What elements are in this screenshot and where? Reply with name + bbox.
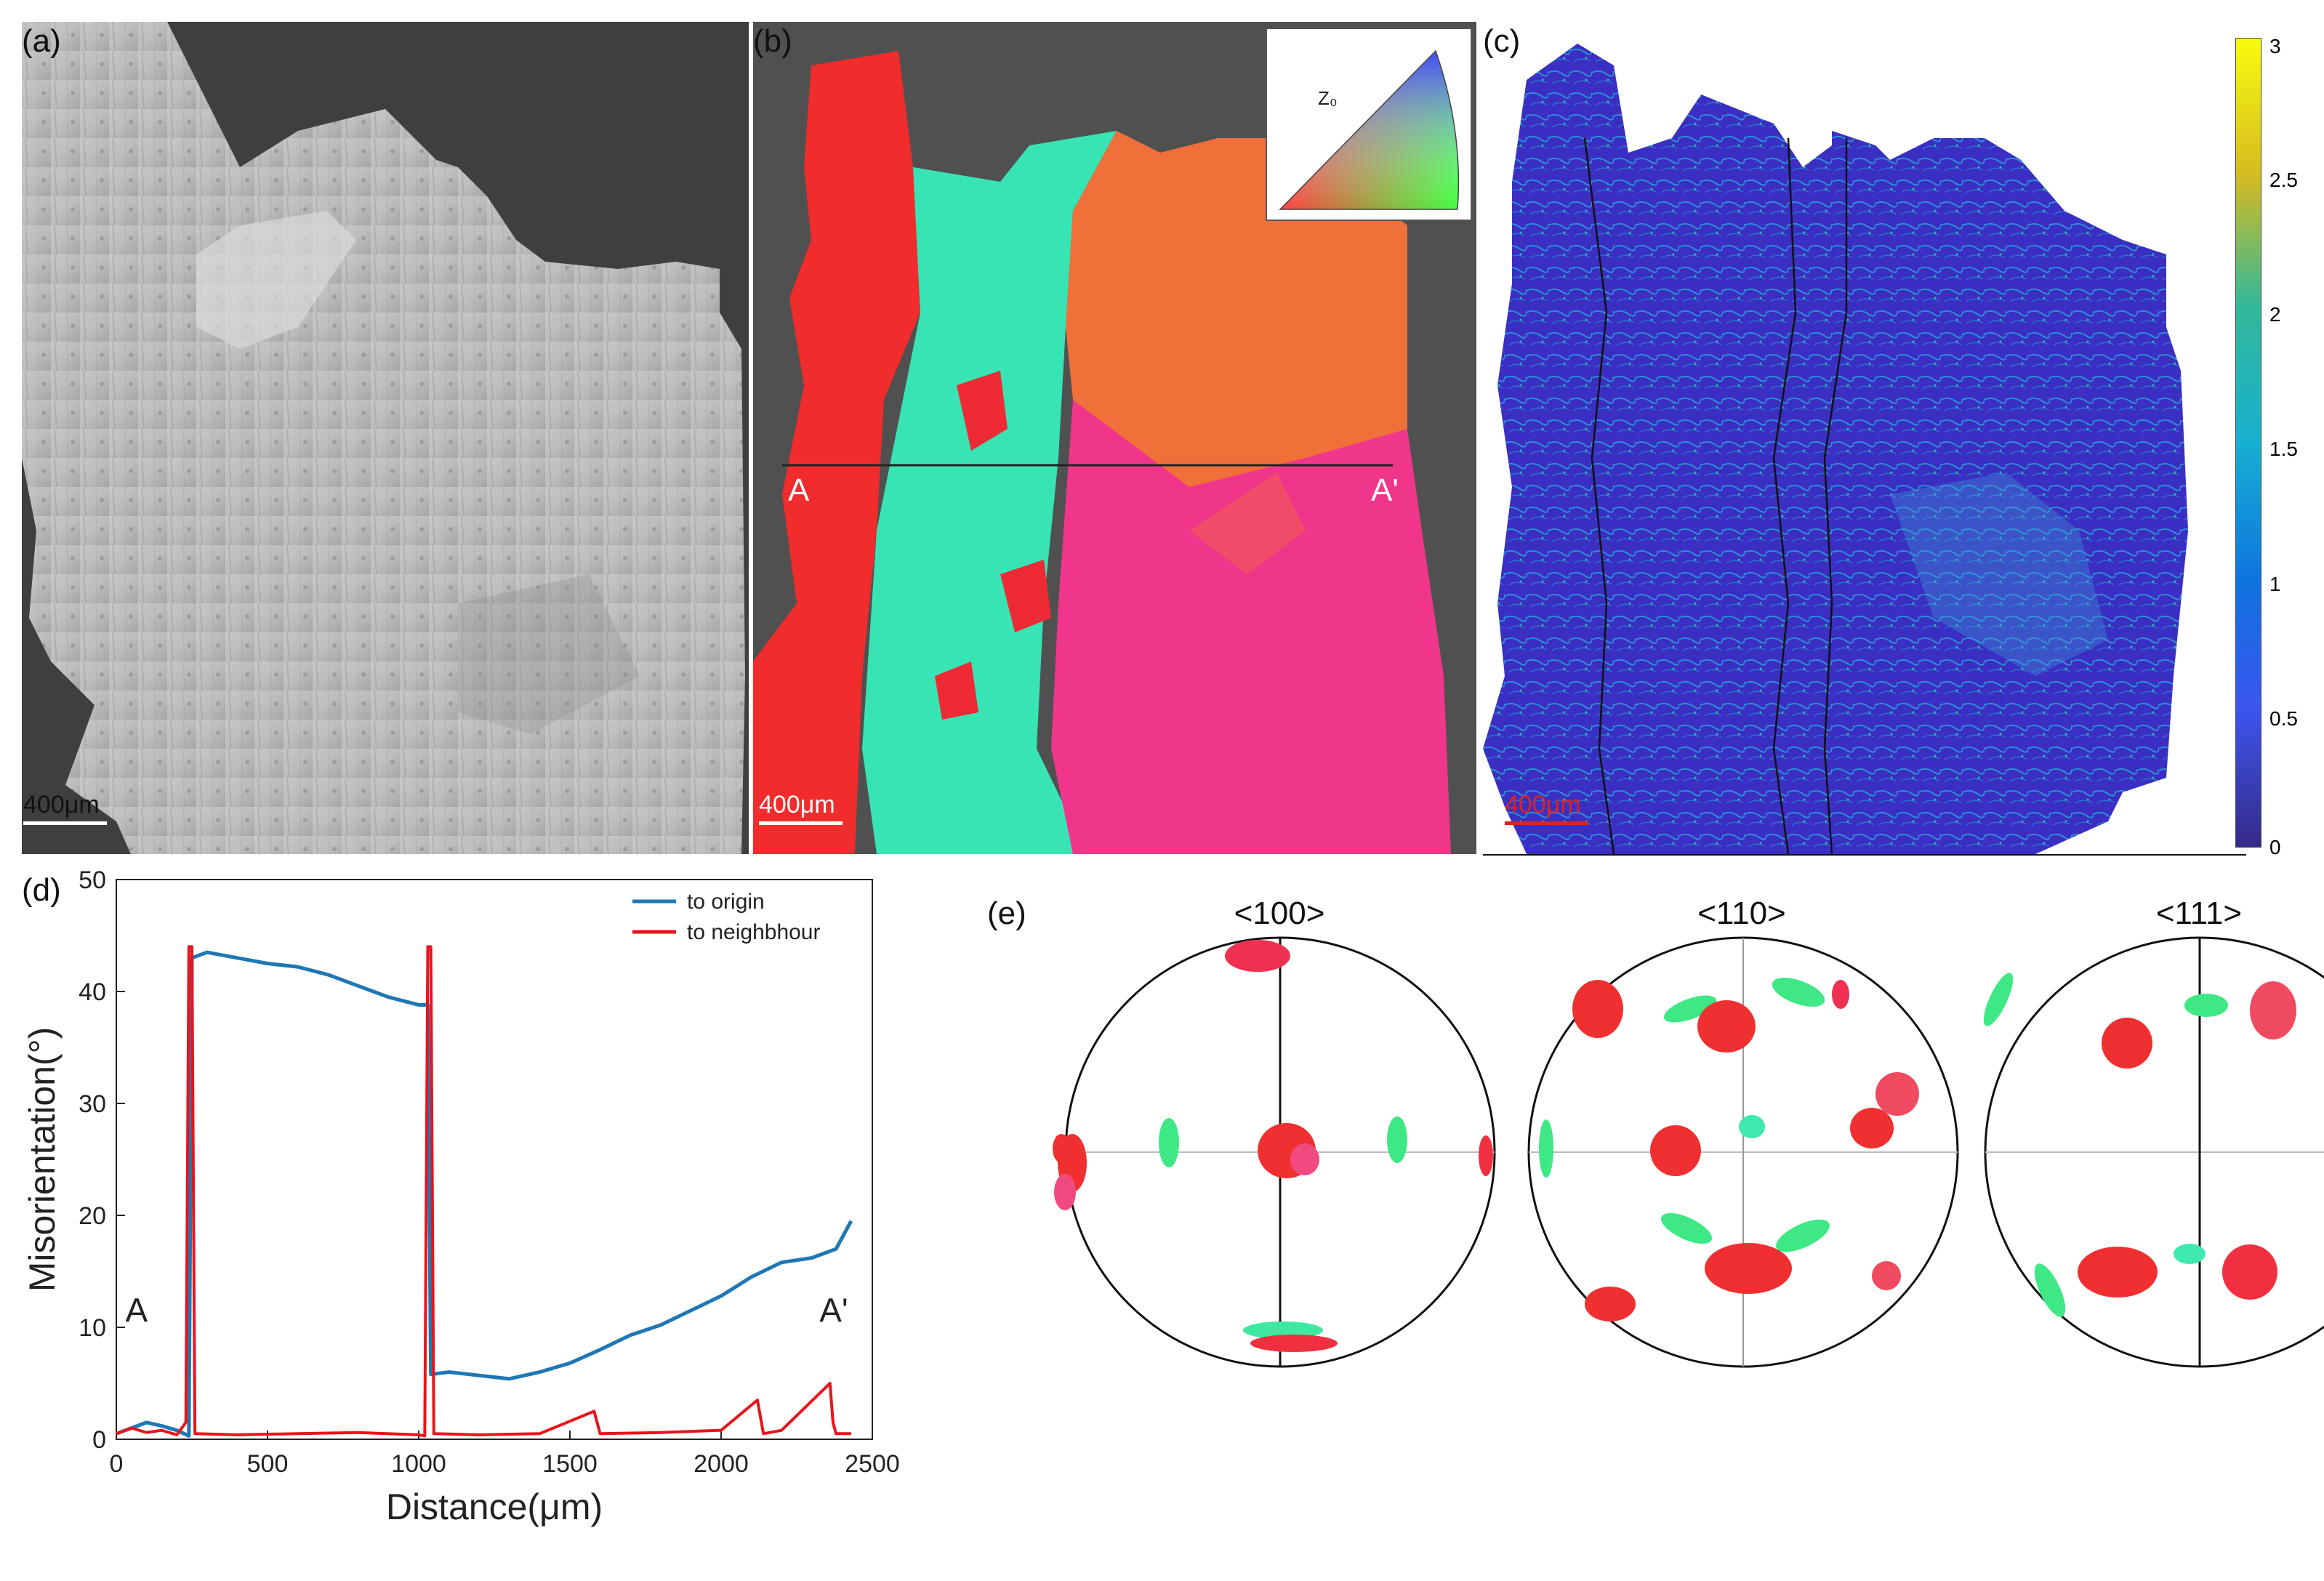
x-tick-label: 1500: [542, 1450, 598, 1478]
line-end-label: A': [1371, 472, 1399, 508]
panel-b-scale-bar: [759, 821, 843, 825]
y-tick-label: 30: [79, 1090, 106, 1118]
pf-title-111: <111>: [2155, 896, 2243, 931]
colorbar-tick: 1: [2269, 573, 2281, 595]
panel-e-pole-figures: (e) <100> <110> <111>: [945, 865, 2324, 1374]
annotation-A: A: [125, 1291, 148, 1329]
x-tick-label: 500: [247, 1450, 289, 1478]
panel-a-scale-bar: [23, 821, 107, 825]
series-line-to-origin: [116, 950, 853, 1438]
panel-a-scale-text: 400μm: [23, 791, 100, 818]
panel-b-label: (b): [753, 23, 792, 59]
panel-e-label: (e): [987, 896, 1026, 931]
colorbar-tick: 3: [2269, 35, 2281, 57]
chart-series: [116, 945, 853, 1438]
kam-map-image: [1483, 22, 2319, 858]
series-line-to-neighbour: [116, 945, 851, 1438]
pole-figure-100: [1053, 936, 1496, 1368]
x-tick-label: 2000: [693, 1450, 749, 1478]
x-tick-label: 0: [110, 1450, 124, 1478]
colorbar-tick: 2.5: [2269, 169, 2298, 191]
plot-frame: [116, 879, 873, 1440]
ipf-color-key: Z₀: [1266, 28, 1472, 221]
annotation-A-prime: A': [819, 1291, 848, 1329]
y-tick-label: 50: [79, 866, 106, 894]
panel-c-scale-bar: [1505, 821, 1588, 825]
colorbar-tick: 0.5: [2269, 707, 2298, 730]
ipf-triangle: [1279, 49, 1460, 210]
panel-c-label: (c): [1483, 23, 1521, 59]
colorbar-tick: 2: [2269, 303, 2281, 326]
panel-c-kam-map: (c) 400μm 3 2.5 2 1.5 1 0.5 0: [1483, 22, 2319, 858]
legend-entry: to neighbhour: [687, 920, 821, 944]
panel-c-scale-text: 400μm: [1505, 791, 1581, 818]
ipf-key-axis-label: Z₀: [1318, 87, 1338, 109]
panel-b-scale-text: 400μm: [759, 791, 835, 818]
panel-d-label: (d): [22, 872, 61, 908]
panel-a-label: (a): [22, 23, 61, 59]
y-tick-label: 0: [92, 1426, 106, 1454]
panel-d-chart: (d) 0 500 1000 1500 2000 2500 0 10 20 30 40 50 Dista…: [0, 865, 909, 1581]
colorbar-tick: 0: [2269, 836, 2281, 858]
pole-figures-svg: [1053, 936, 2324, 1368]
pole-figure-111: [1983, 936, 2324, 1368]
x-tick-label: 2500: [845, 1450, 900, 1478]
pole-figure-110: [1527, 936, 1959, 1368]
chart-axes: [116, 879, 873, 1440]
x-axis-label: Distance(μm): [386, 1487, 603, 1527]
y-tick-label: 10: [79, 1314, 106, 1342]
x-tick-label: 1000: [391, 1450, 446, 1478]
colorbar-tick: 1.5: [2269, 438, 2298, 460]
pf-title-100: <100>: [1234, 896, 1325, 931]
chart-text: 0 500 1000 1500 2000 2500 0 10 20 30 40 50 Distance(…: [22, 866, 900, 1527]
pf-title-110: <110>: [1697, 896, 1786, 931]
y-tick-label: 40: [79, 978, 106, 1006]
kam-colorbar: [2235, 38, 2261, 848]
y-axis-label: Misorientation(°): [22, 1027, 63, 1292]
legend-entry: to origin: [687, 890, 765, 914]
panel-b-ipf-map: (b) A A' 400μm Z₀: [753, 22, 1476, 854]
line-start-label: A: [788, 472, 810, 508]
y-tick-label: 20: [79, 1202, 106, 1230]
micrograph-image: [22, 22, 749, 854]
misorientation-chart: 0 500 1000 1500 2000 2500 0 10 20 30 40 50 Distance(…: [22, 866, 900, 1527]
panel-a-micrograph: (a) 400μm: [22, 22, 749, 854]
